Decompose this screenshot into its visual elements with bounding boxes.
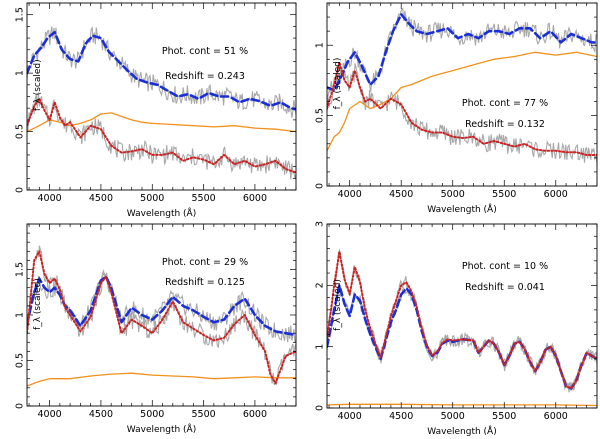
observed-spectrum-total [27, 268, 296, 343]
observed-spectrum-total [327, 283, 597, 391]
chart-panel-1: 4000 4500 5000 5500 6000 0 0.5 1 1.5 Wavelength (… [15, 2, 297, 219]
x-tick-label: 5500 [192, 193, 216, 204]
series-stellar-component [27, 250, 296, 385]
x-tick-label: 5000 [441, 411, 465, 422]
y-tick-label: 0.5 [15, 353, 26, 368]
plot-area [27, 26, 296, 180]
y-tick-label: 1 [15, 312, 26, 318]
y-axis-label: f_λ (scaled) [33, 59, 43, 111]
x-axis-label: Wavelength (Å) [127, 207, 196, 219]
x-axis-label: Wavelength (Å) [427, 203, 496, 215]
x-tick-label: 4000 [338, 189, 362, 200]
y-tick-label: 1 [315, 344, 326, 350]
series-total-fit [27, 30, 296, 111]
x-tick-label: 5500 [192, 409, 216, 420]
x-axis-label: Wavelength (Å) [127, 423, 196, 435]
series-stellar-component [327, 61, 597, 156]
y-tick-label: 1.5 [15, 262, 26, 277]
y-axis-label: f_λ (scaled) [333, 279, 343, 331]
y-tick-label: 2 [315, 282, 326, 288]
y-tick-label: 1 [315, 42, 326, 48]
plot-area [327, 248, 597, 407]
series-photometric-continuum [27, 112, 296, 133]
x-tick-label: 4500 [389, 189, 413, 200]
y-axis-label: f_λ (scaled) [333, 58, 343, 110]
y-axis-label: f_λ (scaled) [33, 278, 43, 330]
y-tick-label: 0 [15, 403, 26, 409]
plot-area [327, 7, 597, 163]
x-tick-label: 5000 [140, 409, 164, 420]
series-stellar-component [327, 250, 597, 390]
chart-panel-2: 4000 4500 5000 5500 6000 0 0.5 1 Wavelength (Å) f… [315, 2, 598, 215]
x-tick-label: 4000 [37, 193, 61, 204]
series-photometric-continuum [327, 51, 597, 152]
y-tick-label: 0.5 [315, 108, 326, 123]
phot-cont-annotation: Phot. cont = 77 % [462, 98, 548, 109]
observed-spectrum-stellar [327, 62, 597, 163]
y-tick-label: 0 [315, 405, 326, 411]
phot-cont-annotation: Phot. cont = 51 % [162, 46, 248, 57]
x-tick-label: 4500 [389, 411, 413, 422]
x-tick-label: 6000 [243, 193, 267, 204]
redshift-annotation: Redshift = 0.125 [165, 277, 245, 288]
x-tick-label: 6000 [544, 189, 568, 200]
redshift-annotation: Redshift = 0.243 [165, 71, 245, 82]
phot-cont-annotation: Phot. cont = 29 % [162, 257, 248, 268]
x-tick-label: 5500 [492, 411, 516, 422]
chart-panel-4: 4000 4500 5000 5500 6000 0 1 2 3 Wavelength (Å) f_… [315, 221, 598, 437]
x-tick-label: 5500 [492, 189, 516, 200]
x-tick-label: 4500 [89, 193, 113, 204]
plot-frame [326, 223, 598, 409]
y-tick-label: 1 [15, 70, 26, 76]
series-total-fit [327, 13, 597, 92]
x-tick-label: 6000 [544, 411, 568, 422]
x-tick-label: 5000 [140, 193, 164, 204]
y-tick-label: 0 [315, 183, 326, 189]
y-tick-label: 1.5 [15, 7, 26, 22]
x-tick-label: 6000 [243, 409, 267, 420]
observed-spectrum-total [327, 7, 597, 97]
redshift-annotation: Redshift = 0.132 [465, 119, 545, 130]
x-tick-label: 4500 [89, 409, 113, 420]
chart-panel-3: 4000 4500 5000 5500 6000 0 0.5 1 1.5 Wavelength (… [15, 223, 297, 435]
y-tick-label: 0 [15, 187, 26, 193]
y-tick-label: 3 [315, 221, 326, 227]
phot-cont-annotation: Phot. cont = 10 % [462, 261, 548, 272]
series-stellar-component [27, 97, 296, 174]
redshift-annotation: Redshift = 0.041 [465, 282, 545, 293]
plot-area [27, 245, 296, 387]
plot-frame [326, 2, 598, 187]
x-tick-label: 5000 [441, 189, 465, 200]
x-tick-label: 4000 [338, 411, 362, 422]
x-tick-label: 4000 [37, 409, 61, 420]
x-axis-label: Wavelength (Å) [427, 425, 496, 437]
series-photometric-continuum [327, 403, 597, 407]
series-photometric-continuum [27, 372, 296, 387]
observed-spectrum-stellar [27, 92, 296, 180]
series-total-fit [27, 275, 296, 337]
y-tick-label: 0.5 [15, 124, 26, 139]
observed-spectrum-total [27, 26, 296, 118]
